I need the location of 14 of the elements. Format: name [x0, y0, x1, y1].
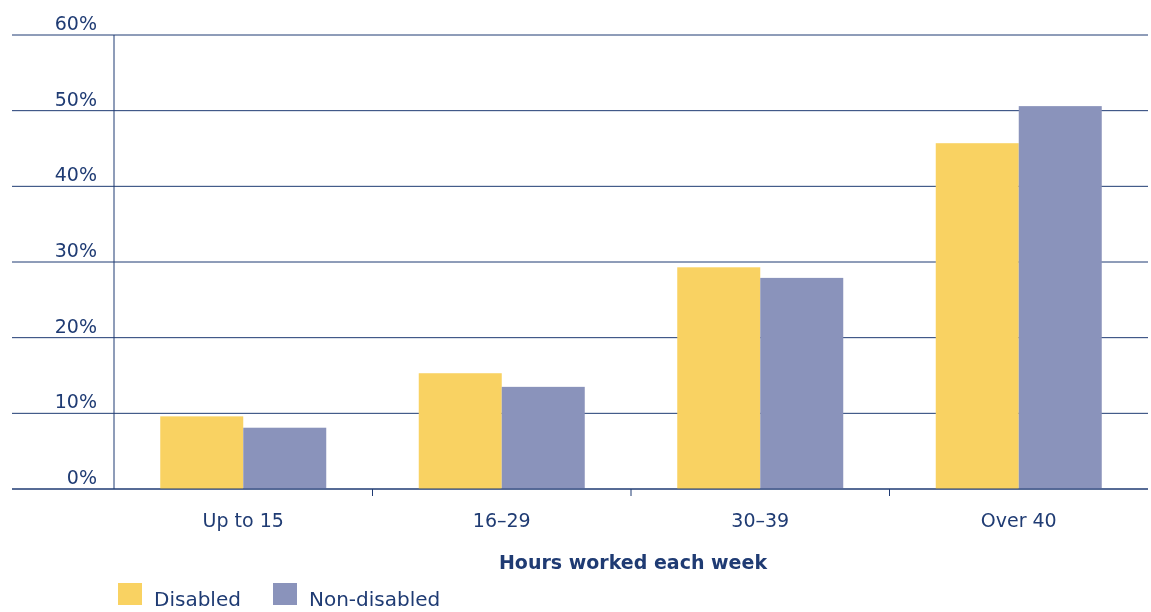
x-tick-label: 30–39 [731, 509, 790, 531]
y-tick-label: 50% [54, 87, 97, 110]
legend-label: Disabled [154, 587, 241, 611]
x-axis-title: Hours worked each week [498, 551, 768, 573]
legend-label: Non-disabled [309, 587, 441, 611]
y-tick-label: 20% [54, 314, 97, 337]
x-tick-label: 16–29 [472, 509, 531, 531]
y-tick-label: 0% [66, 466, 97, 488]
y-tick-label: 30% [54, 239, 97, 261]
x-tick-label: Over 40 [980, 509, 1057, 531]
y-tick-label: 60% [54, 12, 97, 34]
y-tick-label: 40% [54, 163, 97, 186]
y-tick-label: 10% [54, 390, 97, 413]
x-tick-label: Up to 15 [202, 509, 284, 531]
